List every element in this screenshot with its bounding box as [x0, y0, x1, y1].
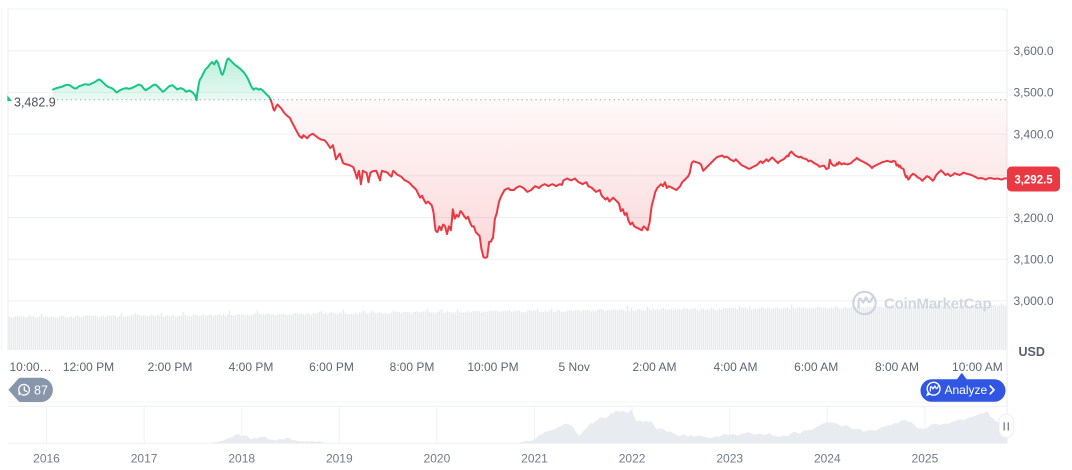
svg-text:10:00…: 10:00…: [10, 360, 52, 374]
svg-text:2:00 AM: 2:00 AM: [632, 360, 676, 374]
svg-text:3,292.5: 3,292.5: [1014, 174, 1053, 186]
svg-text:2018: 2018: [228, 451, 255, 465]
svg-text:2023: 2023: [716, 451, 743, 465]
svg-text:6:00 AM: 6:00 AM: [794, 360, 838, 374]
svg-text:USD: USD: [1019, 345, 1045, 359]
svg-text:CoinMarketCap: CoinMarketCap: [884, 296, 991, 313]
svg-text:10:00 PM: 10:00 PM: [467, 360, 518, 374]
svg-text:12:00 PM: 12:00 PM: [63, 360, 114, 374]
svg-text:Analyze: Analyze: [945, 383, 988, 397]
svg-text:2017: 2017: [131, 451, 158, 465]
svg-text:4:00 AM: 4:00 AM: [713, 360, 757, 374]
svg-text:10:00 AM: 10:00 AM: [952, 360, 1003, 374]
svg-text:87: 87: [34, 383, 48, 397]
svg-text:3,100.0: 3,100.0: [1014, 253, 1054, 267]
svg-text:3,482.9: 3,482.9: [14, 96, 56, 110]
svg-text:3,200.0: 3,200.0: [1014, 211, 1054, 225]
svg-text:3,500.0: 3,500.0: [1014, 86, 1054, 100]
svg-text:2025: 2025: [912, 451, 939, 465]
svg-text:2021: 2021: [521, 451, 548, 465]
svg-text:2:00 PM: 2:00 PM: [148, 360, 193, 374]
svg-text:5 Nov: 5 Nov: [559, 360, 590, 374]
svg-text:8:00 AM: 8:00 AM: [875, 360, 919, 374]
svg-text:4:00 PM: 4:00 PM: [229, 360, 274, 374]
svg-text:2024: 2024: [814, 451, 841, 465]
svg-text:8:00 PM: 8:00 PM: [390, 360, 435, 374]
svg-text:6:00 PM: 6:00 PM: [309, 360, 354, 374]
svg-text:2019: 2019: [326, 451, 353, 465]
svg-text:3,400.0: 3,400.0: [1014, 127, 1054, 141]
svg-text:2016: 2016: [33, 451, 60, 465]
svg-text:2022: 2022: [619, 451, 646, 465]
svg-text:3,600.0: 3,600.0: [1014, 44, 1054, 58]
svg-text:3,000.0: 3,000.0: [1014, 294, 1054, 308]
svg-text:2020: 2020: [424, 451, 451, 465]
